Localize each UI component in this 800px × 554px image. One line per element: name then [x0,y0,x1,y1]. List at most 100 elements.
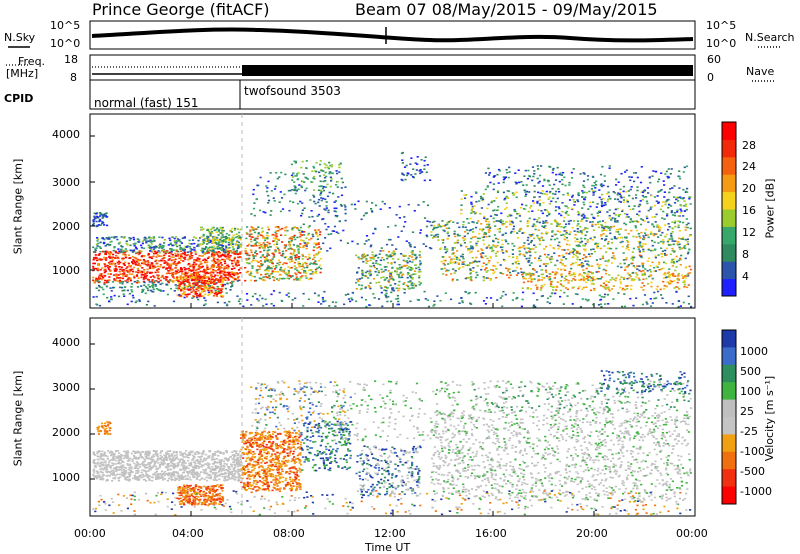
power-cell [93,262,96,265]
power-cell [212,268,215,271]
power-cell [472,236,475,238]
power-cell [567,214,570,216]
power-cell [500,212,503,215]
power-cell [390,300,393,303]
power-cell [339,239,342,242]
power-cell [92,267,95,270]
power-cell [182,280,185,283]
power-cell [643,232,647,234]
power-cell [591,279,594,282]
power-cell [97,224,100,226]
power-cell [596,277,599,280]
power-cell [217,281,220,283]
power-cell [170,248,173,250]
power-cell [293,185,296,187]
power-cell [425,245,428,248]
power-cell [627,216,630,218]
power-cell [303,181,306,183]
power-cell [409,276,413,279]
power-cell [174,267,177,269]
power-cell [328,172,331,175]
power-cell [272,240,275,242]
power-cell [306,242,309,244]
power-cell [686,286,689,289]
power-cell [233,267,236,270]
power-cell [642,262,645,265]
power-cell [496,245,499,247]
power-cell [183,266,186,269]
power-cell [355,254,358,257]
power-cell [579,230,582,232]
power-cell [523,189,527,192]
power-cell [301,160,304,163]
power-cell [211,241,214,244]
power-cell [264,276,267,278]
power-cell [372,258,375,260]
power-cell [177,284,180,287]
power-cell [618,233,621,236]
power-cell [599,277,602,280]
power-cell [505,202,508,204]
power-cell [388,274,392,276]
power-cell [602,184,605,187]
power-cell [397,289,400,292]
power-cell [292,236,295,238]
power-cell [149,264,152,266]
power-cell [614,208,617,211]
power-cell [626,288,629,290]
power-cell [608,289,611,292]
power-cell [471,221,474,223]
power-cell [419,256,422,258]
power-cell [203,252,206,254]
power-cell [141,290,144,292]
power-cell [623,212,627,215]
power-cell [249,238,253,241]
power-cell [461,301,464,304]
power-cell [201,270,205,273]
power-cell [237,300,241,303]
power-cell [661,250,664,252]
power-cell [670,232,673,235]
power-cell [248,254,251,257]
power-cell [209,280,212,282]
power-cell [635,220,638,223]
power-cell [553,247,556,250]
power-cell [361,271,364,274]
power-cell [607,191,610,194]
power-cell [252,207,256,210]
power-cell [474,226,478,229]
power-cell [667,176,671,179]
power-cell [541,190,544,192]
power-cell [638,254,641,257]
power-cell [202,289,205,292]
power-cell [525,257,528,260]
power-cell [625,216,628,218]
power-cell [228,246,231,249]
power-cell [558,241,561,244]
power-cell [662,280,665,283]
power-cell [275,241,279,243]
power-cell [294,258,298,261]
power-cell [291,229,294,231]
power-cell [179,254,182,256]
power-cell [288,240,291,243]
power-cell [672,272,675,275]
power-cell [665,247,669,250]
power-cell [94,217,97,220]
power-cell [398,268,402,270]
power-cell [662,261,666,264]
power-cell [220,264,224,266]
power-cell [98,286,101,288]
power-cell [493,271,496,273]
power-cell [485,235,488,238]
power-cell [213,260,216,263]
power-cell [227,265,230,268]
power-cell [671,221,674,223]
power-cell [678,187,681,189]
power-cell [659,240,663,243]
power-cell [372,293,375,295]
power-cell [212,255,215,258]
power-cell [252,255,255,258]
velocity-cbar-tick-neg500: -500 [740,465,765,478]
power-cell [238,231,241,234]
